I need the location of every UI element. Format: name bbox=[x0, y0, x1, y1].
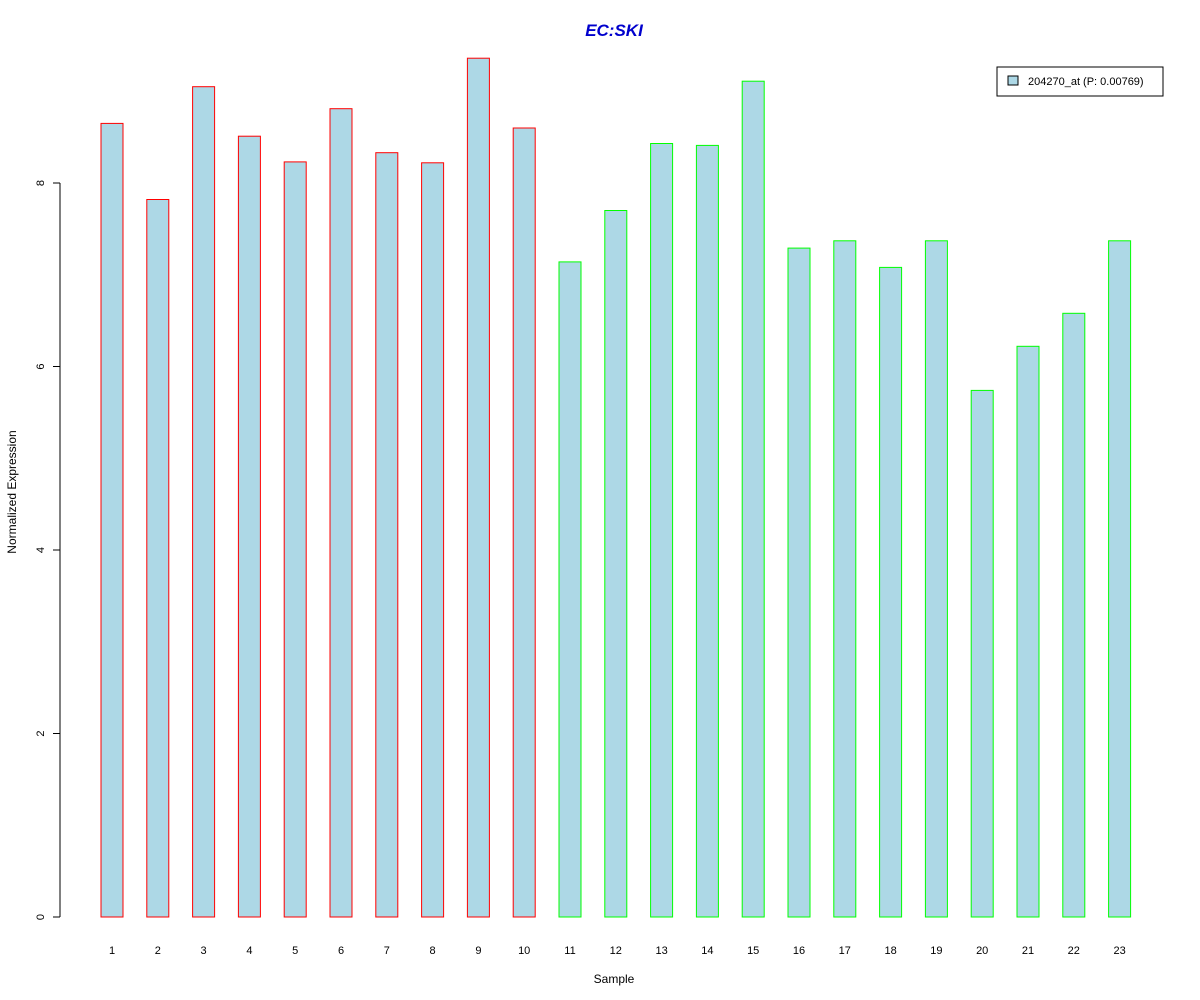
bar-sample-3 bbox=[192, 86, 216, 918]
x-tick-label: 11 bbox=[564, 945, 575, 957]
bar-sample-13 bbox=[650, 143, 674, 918]
bar-sample-19 bbox=[924, 240, 948, 918]
y-tick-label: 8 bbox=[35, 180, 47, 186]
bar-sample-8 bbox=[421, 162, 445, 918]
x-tick-label: 4 bbox=[246, 945, 252, 957]
y-tick-label: 6 bbox=[35, 363, 47, 369]
bar-sample-11 bbox=[558, 261, 582, 918]
bar-sample-15 bbox=[741, 80, 765, 918]
bar-sample-14 bbox=[695, 144, 719, 918]
x-tick-label: 12 bbox=[610, 945, 622, 957]
bar-sample-20 bbox=[970, 389, 994, 918]
x-tick-label: 15 bbox=[747, 945, 759, 957]
bar-sample-6 bbox=[329, 108, 353, 918]
x-tick-label: 1 bbox=[109, 945, 115, 957]
bar-sample-12 bbox=[604, 210, 628, 918]
chart-title: EC:SKI bbox=[585, 21, 644, 40]
bar-sample-23 bbox=[1108, 240, 1132, 918]
x-axis-label: Sample bbox=[594, 972, 635, 986]
x-axis-tick-labels: 1 2 3 4 5 6 7 8 9 10 11 12 13 14 15 16 17 18 19 20 21 22 23 bbox=[109, 945, 1126, 957]
x-tick-label: 3 bbox=[201, 945, 207, 957]
x-tick-label: 21 bbox=[1022, 945, 1034, 957]
y-tick-label: 2 bbox=[35, 730, 47, 736]
x-tick-label: 14 bbox=[701, 945, 713, 957]
bar-sample-10 bbox=[512, 127, 536, 918]
y-axis-label: Normalized Expression bbox=[5, 430, 19, 553]
x-tick-label: 6 bbox=[338, 945, 344, 957]
y-tick-label: 4 bbox=[35, 547, 47, 553]
legend-box bbox=[996, 66, 1164, 97]
legend-label: 204270_at (P: 0.00769) bbox=[1028, 76, 1144, 88]
bar-sample-2 bbox=[146, 199, 170, 918]
x-tick-label: 23 bbox=[1113, 945, 1125, 957]
x-tick-label: 19 bbox=[930, 945, 942, 957]
x-tick-label: 2 bbox=[155, 945, 161, 957]
x-tick-label: 22 bbox=[1068, 945, 1080, 957]
x-tick-label: 7 bbox=[384, 945, 390, 957]
legend-swatch bbox=[1007, 75, 1019, 86]
bar-sample-22 bbox=[1062, 312, 1086, 918]
bar-sample-7 bbox=[375, 152, 399, 918]
bar-sample-21 bbox=[1016, 345, 1040, 918]
bar-sample-16 bbox=[787, 247, 811, 918]
x-tick-label: 13 bbox=[655, 945, 667, 957]
x-tick-label: 9 bbox=[475, 945, 481, 957]
bar-sample-1 bbox=[100, 122, 124, 918]
x-tick-label: 16 bbox=[793, 945, 805, 957]
bars bbox=[100, 57, 1132, 918]
x-tick-label: 18 bbox=[884, 945, 896, 957]
x-tick-label: 17 bbox=[839, 945, 851, 957]
x-tick-label: 8 bbox=[430, 945, 436, 957]
legend: 204270_at (P: 0.00769) bbox=[996, 66, 1164, 97]
bar-sample-18 bbox=[879, 266, 903, 918]
bar-sample-5 bbox=[283, 161, 307, 918]
bar-sample-9 bbox=[466, 57, 490, 918]
x-tick-label: 20 bbox=[976, 945, 988, 957]
x-tick-label: 10 bbox=[518, 945, 530, 957]
y-axis: 0 2 4 6 8 bbox=[35, 180, 61, 920]
bar-sample-17 bbox=[833, 240, 857, 918]
y-tick-label: 0 bbox=[35, 914, 47, 920]
bar-sample-4 bbox=[237, 135, 261, 918]
x-tick-label: 5 bbox=[292, 945, 298, 957]
